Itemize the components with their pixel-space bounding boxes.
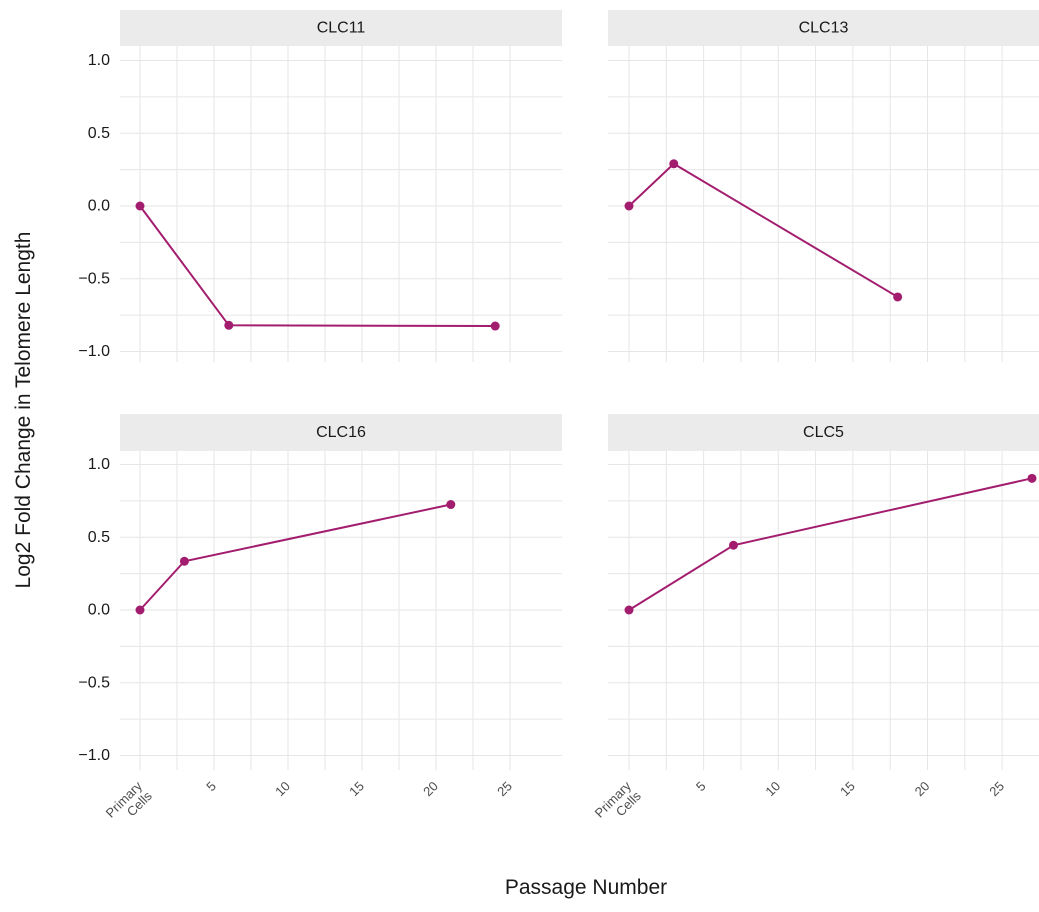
panel-strip xyxy=(120,10,562,46)
x-tick-label: 15 xyxy=(837,778,858,799)
data-point xyxy=(224,320,234,330)
panel-clc13: CLC13 xyxy=(608,10,1039,362)
y-tick-label: 1.0 xyxy=(88,52,110,69)
x-tick-label: 20 xyxy=(912,778,933,799)
x-tick-text: 10 xyxy=(272,778,293,799)
x-tick-text: 20 xyxy=(912,778,933,799)
y-tick-label: 0.5 xyxy=(88,125,110,142)
gridlines xyxy=(120,451,562,770)
panel-title: CLC11 xyxy=(317,20,366,37)
data-point xyxy=(728,540,738,550)
x-axis-title: Passage Number xyxy=(505,876,667,899)
x-tick-text: 15 xyxy=(837,778,858,799)
x-tick-text: 5 xyxy=(203,778,219,794)
series-line xyxy=(139,205,496,328)
y-tick-label: 0.0 xyxy=(88,602,110,619)
y-tick-label: −0.5 xyxy=(78,674,110,691)
y-tick-label: −0.5 xyxy=(78,270,110,287)
data-point xyxy=(490,321,500,331)
panel-strip xyxy=(120,414,562,451)
series-line xyxy=(628,162,899,298)
panel-strip xyxy=(608,414,1039,451)
series-line xyxy=(139,503,452,611)
data-point xyxy=(135,201,145,211)
data-point xyxy=(179,556,189,566)
gridlines xyxy=(608,46,1039,362)
x-tick-text: 25 xyxy=(986,778,1007,799)
data-point xyxy=(893,292,903,302)
x-tick-label: 5 xyxy=(203,778,219,794)
x-tick-label: 15 xyxy=(346,778,367,799)
y-tick-label: −1.0 xyxy=(78,343,110,360)
panel-title: CLC16 xyxy=(316,424,366,441)
data-point xyxy=(446,500,456,510)
data-point xyxy=(1027,473,1037,483)
data-point xyxy=(624,605,634,615)
panel-clc11: CLC11 1.0 0.5 0.0 −0.5 −1.0 xyxy=(78,10,562,362)
x-tick-label: 25 xyxy=(986,778,1007,799)
x-tick-text: 10 xyxy=(762,778,783,799)
x-tick-text: 25 xyxy=(494,778,515,799)
x-tick-label: 25 xyxy=(494,778,515,799)
gridlines xyxy=(608,451,1039,770)
x-tick-label: 10 xyxy=(762,778,783,799)
y-tick-label: 0.0 xyxy=(88,198,110,215)
data-point xyxy=(135,605,145,615)
x-tick-text: 15 xyxy=(346,778,367,799)
x-tick-label: 10 xyxy=(272,778,293,799)
series-line xyxy=(628,477,1033,611)
x-tick-text: 5 xyxy=(693,778,709,794)
x-tick-text: 20 xyxy=(420,778,441,799)
data-point xyxy=(624,201,634,211)
x-tick-label: 20 xyxy=(420,778,441,799)
facet-panels: CLC11 1.0 0.5 0.0 −0.5 −1.0 CLC13 CLC16 1.0 0.5 0.… xyxy=(78,10,1039,821)
y-axis-title: Log2 Fold Change in Telomere Length xyxy=(12,232,35,589)
data-point xyxy=(669,159,679,169)
y-tick-label: 0.5 xyxy=(88,529,110,546)
panel-strip xyxy=(608,10,1039,46)
x-tick-label: 5 xyxy=(693,778,709,794)
panel-title: CLC5 xyxy=(803,424,844,441)
y-tick-label: 1.0 xyxy=(88,456,110,473)
panel-title: CLC13 xyxy=(799,20,849,37)
y-tick-label: −1.0 xyxy=(78,747,110,764)
gridlines xyxy=(120,46,562,362)
